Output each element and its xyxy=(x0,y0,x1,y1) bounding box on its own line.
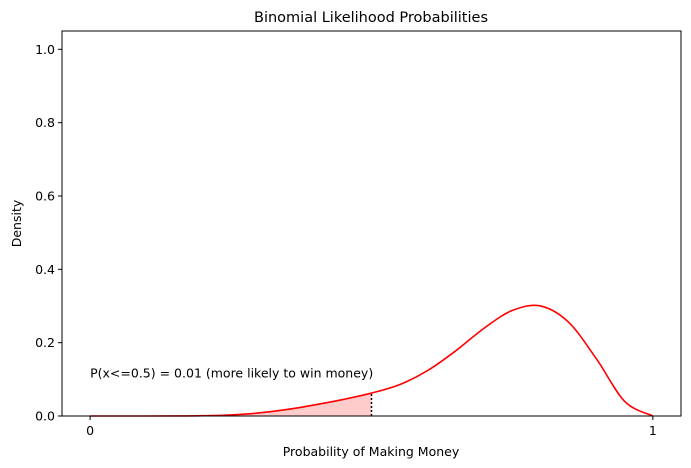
y-tick-label: 0.4 xyxy=(35,262,55,277)
y-tick-label: 1.0 xyxy=(35,42,55,57)
x-tick-label: 1 xyxy=(649,423,657,438)
y-tick-label: 0.2 xyxy=(35,335,55,350)
axes-frame xyxy=(61,30,682,417)
axis-ticks: 0.0 0.2 0.4 0.6 0.8 1.0 0 1 xyxy=(35,42,657,438)
x-tick-label: 0 xyxy=(86,423,94,438)
shaded-area xyxy=(90,393,372,416)
y-tick-label: 0.8 xyxy=(35,115,55,130)
y-axis-label: Density xyxy=(9,199,24,247)
y-tick-label: 0.0 xyxy=(35,409,55,424)
y-tick-label: 0.6 xyxy=(35,189,55,204)
chart-title: Binomial Likelihood Probabilities xyxy=(254,10,488,26)
plot-area xyxy=(90,304,654,417)
x-axis-label: Probability of Making Money xyxy=(283,444,460,459)
probability-annotation: P(x<=0.5) = 0.01 (more likely to win mon… xyxy=(90,365,373,380)
